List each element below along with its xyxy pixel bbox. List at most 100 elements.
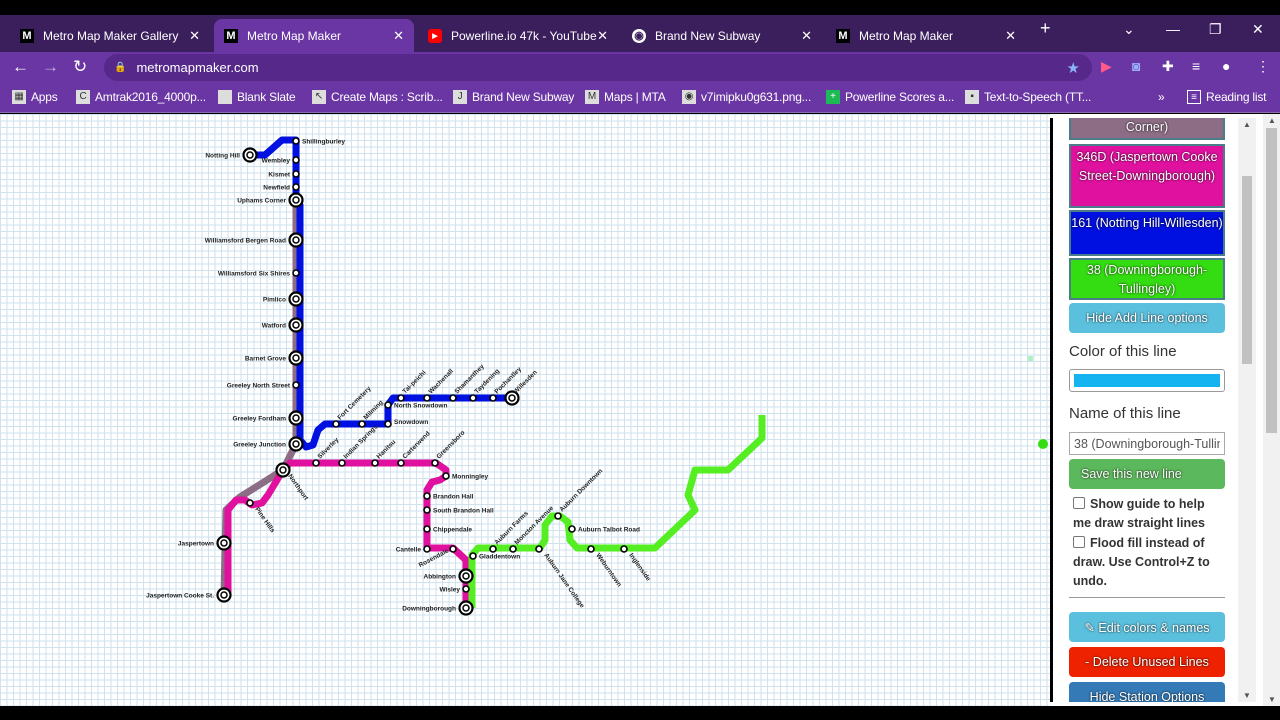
scroll-up-icon[interactable]: ▲ (1268, 116, 1276, 125)
media-icon[interactable]: ≡ (1192, 58, 1201, 74)
tab-youtube[interactable]: ▶ Powerline.io 47k - YouTube ✕ (418, 19, 618, 52)
map-dot (1038, 439, 1048, 449)
line-button-38[interactable]: 38 (Downingborough-Tullingley) (1069, 258, 1225, 300)
checkbox[interactable] (1073, 497, 1085, 509)
station-label: Auburn Farms (493, 510, 530, 547)
page-scrollbar[interactable]: ▲ ▼ (1263, 114, 1280, 706)
scroll-up-icon[interactable]: ▲ (1243, 120, 1251, 129)
interchange-station-inner (246, 151, 254, 159)
station-label: Downingborough (402, 606, 456, 613)
edit-colors-button[interactable]: ✎ Edit colors & names (1069, 612, 1225, 642)
panel-scrollbar[interactable]: ▲ ▼ (1238, 118, 1256, 702)
checkbox[interactable] (1073, 536, 1085, 548)
bookmark-icon: C (76, 90, 90, 104)
station (449, 545, 457, 553)
forward-icon[interactable]: → (42, 57, 59, 76)
reload-icon[interactable]: ↻ (73, 57, 88, 76)
profile-avatar[interactable]: ● (1222, 58, 1231, 74)
more-bookmarks-icon[interactable]: » (1158, 90, 1165, 104)
extension-icon[interactable]: ◙ (1132, 58, 1141, 74)
restore-button[interactable]: ❐ (1209, 21, 1222, 37)
close-window-button[interactable]: ✕ (1252, 21, 1264, 37)
interchange-station-inner (292, 236, 300, 244)
controls-panel: Corner) 346D (Jaspertown Cooke Street-Do… (1050, 118, 1258, 702)
bookmark-apps[interactable]: ▦ Apps (12, 90, 58, 104)
save-line-button[interactable]: Save this new line (1069, 459, 1225, 489)
scrollbar-thumb[interactable] (1242, 176, 1252, 364)
tab-search-icon[interactable]: ⌄ (1123, 21, 1135, 37)
hide-add-line-button[interactable]: Hide Add Line options (1069, 303, 1225, 333)
bookmark[interactable]: J Brand New Subway (453, 90, 574, 104)
line-button-161[interactable]: 161 (Notting Hill-Willesden) (1069, 210, 1225, 256)
map-canvas[interactable] (0, 114, 1050, 706)
flood-fill-checkbox[interactable]: Flood fill instead of draw. Use Control+… (1073, 536, 1210, 588)
bookmark[interactable]: ◉ v7imipku0g631.png... (682, 90, 811, 104)
scroll-down-icon[interactable]: ▼ (1243, 691, 1251, 700)
interchange-station-inner (292, 295, 300, 303)
interchange-station-inner (292, 354, 300, 362)
tab-brand-new-subway[interactable]: ◉ Brand New Subway ✕ (622, 19, 822, 52)
metro-map[interactable]: Notting Hill Shillingburley Wembley Kismet N… (0, 114, 1050, 706)
station-label: Moncton Avenue (513, 505, 555, 547)
interchange-station-inner (508, 394, 516, 402)
line-color-picker[interactable] (1069, 369, 1225, 392)
station (423, 394, 431, 402)
station (423, 545, 431, 553)
address-bar[interactable]: 🔒 metromapmaker.com ★ (104, 54, 1092, 81)
bookmark[interactable]: ↖ Create Maps : Scrib... (312, 90, 443, 104)
map-dot (1028, 356, 1033, 361)
bookmark[interactable]: M Maps | MTA (585, 90, 666, 104)
back-icon[interactable]: ← (12, 57, 29, 76)
station-label: Greensboro (435, 429, 466, 460)
station (292, 381, 300, 389)
station (384, 401, 392, 409)
station-label: Milming (362, 399, 384, 421)
bookmark[interactable]: C Amtrak2016_4000p... (76, 90, 206, 104)
menu-icon[interactable]: ⋮ (1256, 58, 1270, 74)
tab-metro-map-maker-2[interactable]: M Metro Map Maker ✕ (826, 19, 1026, 52)
station-label: Auburn Jane College (542, 552, 585, 610)
close-tab-icon[interactable]: ✕ (1005, 27, 1016, 43)
reading-list[interactable]: ≡ Reading list (1187, 90, 1267, 104)
station-label: Greeley North Street (227, 383, 291, 390)
puzzle-icon[interactable]: ✚ (1162, 58, 1174, 74)
bookmark-icon (218, 90, 232, 104)
close-tab-icon[interactable]: ✕ (801, 27, 812, 43)
bookmark[interactable]: ▪ Text-to-Speech (TT... (965, 90, 1091, 104)
line-name-input[interactable] (1069, 432, 1225, 455)
station (358, 420, 366, 428)
station (312, 459, 320, 467)
bookmark[interactable]: + Powerline Scores a... (826, 90, 954, 104)
extension-icon[interactable]: ▶ (1101, 58, 1112, 74)
metro-map-maker-icon: M (20, 28, 34, 43)
station (587, 545, 595, 553)
station (489, 545, 497, 553)
station-label: Pine Hills (253, 506, 276, 534)
scrollbar-thumb[interactable] (1266, 128, 1277, 433)
bookmark-star-icon[interactable]: ★ (1066, 59, 1080, 77)
line-button-grey[interactable]: Corner) (1069, 118, 1225, 140)
minimize-button[interactable]: — (1166, 21, 1180, 37)
divider (1069, 597, 1225, 598)
bookmark[interactable]: Blank Slate (218, 90, 296, 104)
close-tab-icon[interactable]: ✕ (189, 27, 200, 43)
station (292, 156, 300, 164)
new-tab-button[interactable]: + (1040, 18, 1051, 38)
bookmark-icon: M (585, 90, 599, 104)
straight-guide-checkbox[interactable]: Show guide to help me draw straight line… (1073, 497, 1205, 530)
scroll-down-icon[interactable]: ▼ (1268, 695, 1276, 704)
station (449, 394, 457, 402)
station (535, 545, 543, 553)
close-tab-icon[interactable]: ✕ (597, 27, 608, 43)
station-label: Weburntown (594, 552, 622, 588)
line-button-346d[interactable]: 346D (Jaspertown Cooke Street-Downingbor… (1069, 144, 1225, 208)
tab-metro-map-maker[interactable]: M Metro Map Maker ✕ (214, 19, 414, 52)
delete-unused-lines-button[interactable]: - Delete Unused Lines (1069, 647, 1225, 677)
station-label: Jaspertown Cooke St. (146, 593, 214, 600)
blue-line (250, 136, 512, 451)
station (620, 545, 628, 553)
close-tab-icon[interactable]: ✕ (393, 27, 404, 43)
tab-gallery[interactable]: M Metro Map Maker Gallery ✕ (10, 19, 210, 52)
station-label: South Brandon Hall (433, 508, 494, 515)
hide-station-options-button[interactable]: Hide Station Options (1069, 682, 1225, 702)
